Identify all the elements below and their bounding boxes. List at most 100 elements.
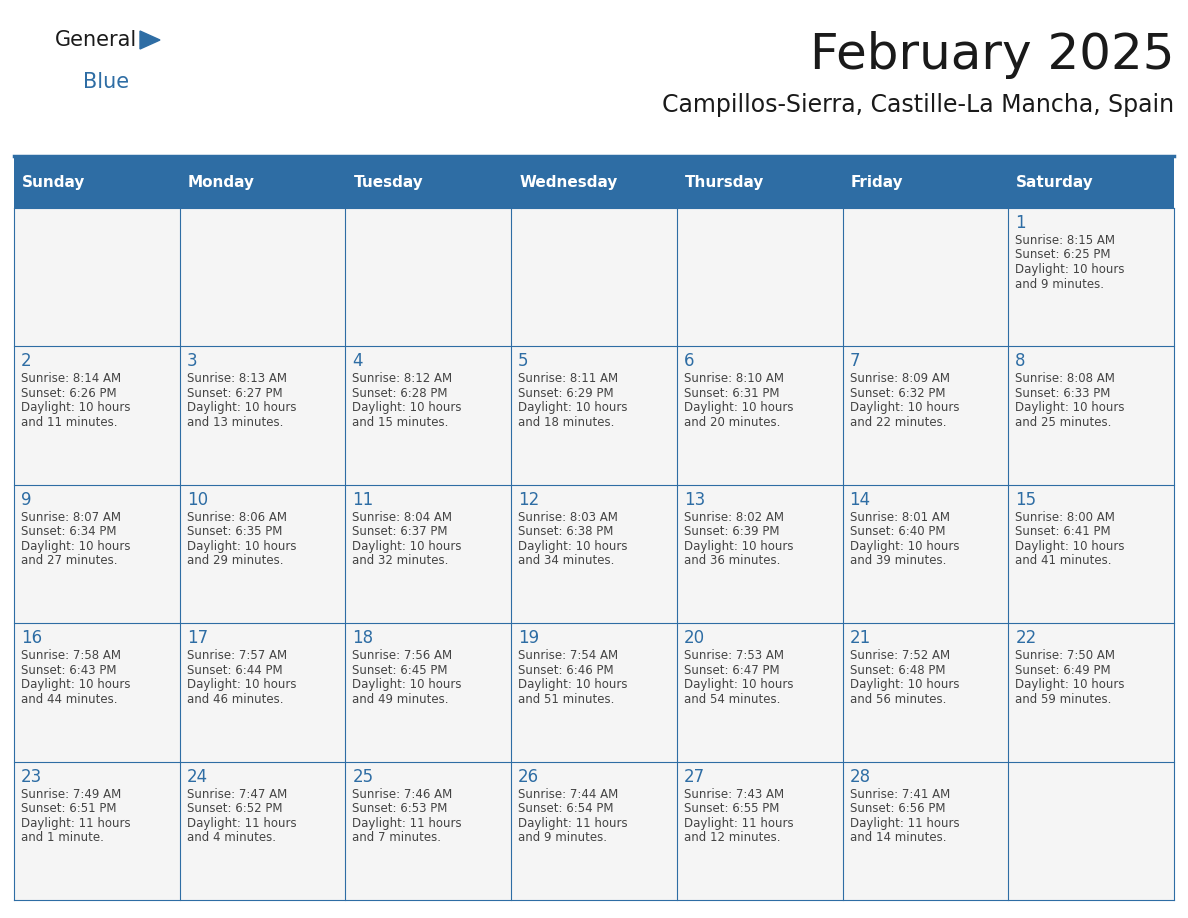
Text: 8: 8: [1016, 353, 1025, 370]
Text: Sunday: Sunday: [23, 174, 86, 189]
Text: Daylight: 11 hours: Daylight: 11 hours: [353, 817, 462, 830]
Text: and 29 minutes.: and 29 minutes.: [187, 554, 283, 567]
Text: Daylight: 10 hours: Daylight: 10 hours: [353, 678, 462, 691]
Text: 27: 27: [684, 767, 704, 786]
Text: Daylight: 10 hours: Daylight: 10 hours: [21, 540, 131, 553]
Text: and 15 minutes.: and 15 minutes.: [353, 416, 449, 429]
Text: Sunset: 6:34 PM: Sunset: 6:34 PM: [21, 525, 116, 538]
Text: Sunset: 6:46 PM: Sunset: 6:46 PM: [518, 664, 614, 677]
Text: Sunrise: 8:00 AM: Sunrise: 8:00 AM: [1016, 510, 1116, 524]
Text: 10: 10: [187, 491, 208, 509]
Text: Sunrise: 7:52 AM: Sunrise: 7:52 AM: [849, 649, 949, 662]
Text: 13: 13: [684, 491, 706, 509]
Text: Blue: Blue: [83, 72, 129, 92]
Bar: [14, 623, 1174, 762]
Text: Sunrise: 8:03 AM: Sunrise: 8:03 AM: [518, 510, 618, 524]
Text: Sunset: 6:45 PM: Sunset: 6:45 PM: [353, 664, 448, 677]
Text: and 51 minutes.: and 51 minutes.: [518, 693, 614, 706]
Text: and 36 minutes.: and 36 minutes.: [684, 554, 781, 567]
Text: and 13 minutes.: and 13 minutes.: [187, 416, 283, 429]
Text: Sunrise: 8:12 AM: Sunrise: 8:12 AM: [353, 373, 453, 386]
Text: 18: 18: [353, 629, 373, 647]
Text: Wednesday: Wednesday: [519, 174, 618, 189]
Text: Sunrise: 7:49 AM: Sunrise: 7:49 AM: [21, 788, 121, 800]
Bar: [14, 485, 1174, 623]
Text: Sunrise: 8:10 AM: Sunrise: 8:10 AM: [684, 373, 784, 386]
Text: Sunrise: 8:06 AM: Sunrise: 8:06 AM: [187, 510, 286, 524]
Text: Daylight: 10 hours: Daylight: 10 hours: [1016, 263, 1125, 276]
Text: and 59 minutes.: and 59 minutes.: [1016, 693, 1112, 706]
Text: and 11 minutes.: and 11 minutes.: [21, 416, 118, 429]
Text: Sunset: 6:38 PM: Sunset: 6:38 PM: [518, 525, 613, 538]
Text: and 20 minutes.: and 20 minutes.: [684, 416, 781, 429]
Text: Sunset: 6:51 PM: Sunset: 6:51 PM: [21, 802, 116, 815]
Text: Daylight: 10 hours: Daylight: 10 hours: [518, 540, 627, 553]
Text: Sunset: 6:55 PM: Sunset: 6:55 PM: [684, 802, 779, 815]
Text: Sunset: 6:44 PM: Sunset: 6:44 PM: [187, 664, 283, 677]
Text: Sunrise: 7:54 AM: Sunrise: 7:54 AM: [518, 649, 618, 662]
Text: Campillos-Sierra, Castille-La Mancha, Spain: Campillos-Sierra, Castille-La Mancha, Sp…: [662, 93, 1174, 117]
Text: Sunset: 6:27 PM: Sunset: 6:27 PM: [187, 386, 283, 400]
Text: and 27 minutes.: and 27 minutes.: [21, 554, 118, 567]
Text: Sunset: 6:56 PM: Sunset: 6:56 PM: [849, 802, 946, 815]
Text: February 2025: February 2025: [809, 31, 1174, 79]
Text: Sunrise: 7:58 AM: Sunrise: 7:58 AM: [21, 649, 121, 662]
Text: Daylight: 11 hours: Daylight: 11 hours: [21, 817, 131, 830]
Text: and 25 minutes.: and 25 minutes.: [1016, 416, 1112, 429]
Text: Daylight: 10 hours: Daylight: 10 hours: [21, 678, 131, 691]
Text: Daylight: 10 hours: Daylight: 10 hours: [1016, 540, 1125, 553]
Text: 15: 15: [1016, 491, 1036, 509]
Text: Sunset: 6:31 PM: Sunset: 6:31 PM: [684, 386, 779, 400]
Bar: [14, 156, 1174, 208]
Text: and 54 minutes.: and 54 minutes.: [684, 693, 781, 706]
Text: 20: 20: [684, 629, 704, 647]
Text: Sunrise: 8:14 AM: Sunrise: 8:14 AM: [21, 373, 121, 386]
Bar: [14, 346, 1174, 485]
Text: Sunrise: 7:47 AM: Sunrise: 7:47 AM: [187, 788, 287, 800]
Text: Daylight: 10 hours: Daylight: 10 hours: [849, 540, 959, 553]
Text: Daylight: 10 hours: Daylight: 10 hours: [684, 540, 794, 553]
Text: Daylight: 10 hours: Daylight: 10 hours: [684, 401, 794, 414]
Text: Daylight: 10 hours: Daylight: 10 hours: [1016, 678, 1125, 691]
Text: Sunrise: 8:07 AM: Sunrise: 8:07 AM: [21, 510, 121, 524]
Text: 6: 6: [684, 353, 694, 370]
Text: and 44 minutes.: and 44 minutes.: [21, 693, 118, 706]
Text: 9: 9: [21, 491, 32, 509]
Text: Sunrise: 7:41 AM: Sunrise: 7:41 AM: [849, 788, 950, 800]
Text: Sunset: 6:54 PM: Sunset: 6:54 PM: [518, 802, 614, 815]
Text: Daylight: 10 hours: Daylight: 10 hours: [187, 678, 296, 691]
Text: Sunrise: 8:01 AM: Sunrise: 8:01 AM: [849, 510, 949, 524]
Text: 7: 7: [849, 353, 860, 370]
Text: and 39 minutes.: and 39 minutes.: [849, 554, 946, 567]
Text: Sunset: 6:47 PM: Sunset: 6:47 PM: [684, 664, 779, 677]
Text: 11: 11: [353, 491, 374, 509]
Text: 24: 24: [187, 767, 208, 786]
Text: Thursday: Thursday: [684, 174, 764, 189]
Text: Sunset: 6:25 PM: Sunset: 6:25 PM: [1016, 249, 1111, 262]
Text: and 46 minutes.: and 46 minutes.: [187, 693, 283, 706]
Text: 17: 17: [187, 629, 208, 647]
Text: and 41 minutes.: and 41 minutes.: [1016, 554, 1112, 567]
Text: Daylight: 11 hours: Daylight: 11 hours: [684, 817, 794, 830]
Text: Sunset: 6:26 PM: Sunset: 6:26 PM: [21, 386, 116, 400]
Text: and 22 minutes.: and 22 minutes.: [849, 416, 946, 429]
Text: and 32 minutes.: and 32 minutes.: [353, 554, 449, 567]
Text: 21: 21: [849, 629, 871, 647]
Text: and 12 minutes.: and 12 minutes.: [684, 831, 781, 844]
Text: Sunrise: 7:56 AM: Sunrise: 7:56 AM: [353, 649, 453, 662]
Text: Sunset: 6:28 PM: Sunset: 6:28 PM: [353, 386, 448, 400]
Text: 4: 4: [353, 353, 362, 370]
Text: Daylight: 10 hours: Daylight: 10 hours: [518, 678, 627, 691]
Text: and 7 minutes.: and 7 minutes.: [353, 831, 442, 844]
Text: and 9 minutes.: and 9 minutes.: [1016, 277, 1105, 290]
Text: 2: 2: [21, 353, 32, 370]
Text: Daylight: 10 hours: Daylight: 10 hours: [849, 401, 959, 414]
Text: 5: 5: [518, 353, 529, 370]
Text: Sunrise: 8:08 AM: Sunrise: 8:08 AM: [1016, 373, 1116, 386]
Text: Daylight: 10 hours: Daylight: 10 hours: [353, 401, 462, 414]
Text: Saturday: Saturday: [1016, 174, 1094, 189]
Text: Monday: Monday: [188, 174, 254, 189]
Text: Daylight: 10 hours: Daylight: 10 hours: [187, 401, 296, 414]
Text: Sunrise: 8:15 AM: Sunrise: 8:15 AM: [1016, 234, 1116, 247]
Text: and 34 minutes.: and 34 minutes.: [518, 554, 614, 567]
